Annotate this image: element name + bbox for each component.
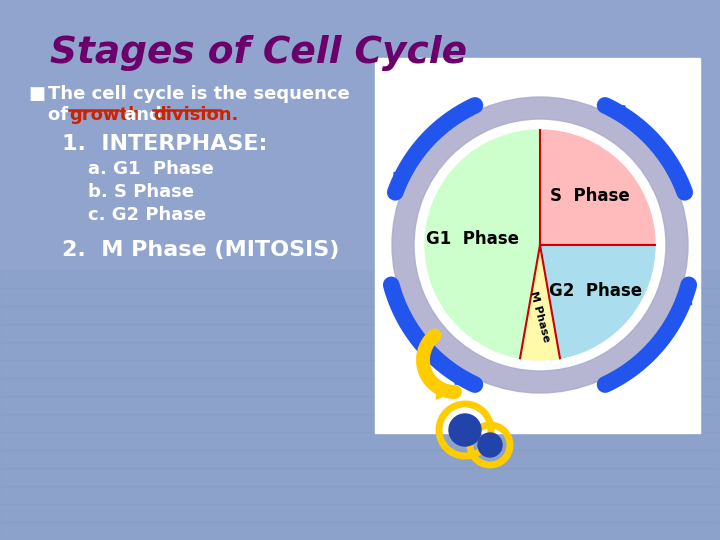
- Text: M Phase: M Phase: [528, 291, 552, 343]
- Text: 2.  M Phase (MITOSIS): 2. M Phase (MITOSIS): [62, 240, 339, 260]
- Bar: [0, 36, 720, 54]
- Bar: [0, 72, 720, 90]
- Bar: [0, 396, 720, 414]
- Bar: [0, 54, 720, 72]
- Bar: [0, 90, 720, 108]
- Wedge shape: [425, 130, 540, 358]
- Bar: [0, 144, 720, 162]
- Wedge shape: [540, 245, 655, 358]
- Bar: [0, 270, 720, 288]
- Text: division.: division.: [153, 106, 238, 124]
- Circle shape: [478, 433, 502, 457]
- Bar: [0, 378, 720, 396]
- Text: a. G1  Phase: a. G1 Phase: [88, 160, 214, 178]
- Bar: [0, 18, 720, 36]
- Text: of: of: [48, 106, 74, 124]
- Text: b. S Phase: b. S Phase: [88, 183, 194, 201]
- Text: S  Phase: S Phase: [549, 186, 629, 205]
- Bar: [0, 126, 720, 144]
- Bar: [0, 450, 720, 468]
- Bar: [0, 180, 720, 198]
- Bar: [0, 522, 720, 540]
- Bar: [375, 58, 700, 433]
- Text: and: and: [118, 106, 168, 124]
- Text: growth: growth: [69, 106, 141, 124]
- Text: Stages of Cell Cycle: Stages of Cell Cycle: [50, 35, 467, 71]
- Bar: [0, 504, 720, 522]
- Bar: [0, 468, 720, 486]
- Bar: [0, 432, 720, 450]
- Bar: [0, 486, 720, 504]
- Bar: [0, 162, 720, 180]
- Bar: [0, 324, 720, 342]
- Bar: [0, 288, 720, 306]
- Text: 1.  INTERPHASE:: 1. INTERPHASE:: [62, 134, 267, 154]
- Text: G2  Phase: G2 Phase: [549, 282, 642, 300]
- Bar: [0, 216, 720, 234]
- Bar: [0, 252, 720, 270]
- Bar: [0, 360, 720, 378]
- Text: G1  Phase: G1 Phase: [426, 230, 518, 248]
- Bar: [0, 198, 720, 216]
- Text: c. G2 Phase: c. G2 Phase: [88, 206, 206, 224]
- Bar: [0, 306, 720, 324]
- Bar: [0, 0, 720, 18]
- Bar: [0, 342, 720, 360]
- Wedge shape: [520, 245, 560, 360]
- Circle shape: [449, 414, 481, 446]
- Wedge shape: [392, 97, 688, 393]
- Text: ■: ■: [28, 85, 45, 103]
- Text: The cell cycle is the sequence: The cell cycle is the sequence: [48, 85, 350, 103]
- Bar: [0, 234, 720, 252]
- Bar: [0, 414, 720, 432]
- Bar: [0, 108, 720, 126]
- Wedge shape: [540, 130, 655, 245]
